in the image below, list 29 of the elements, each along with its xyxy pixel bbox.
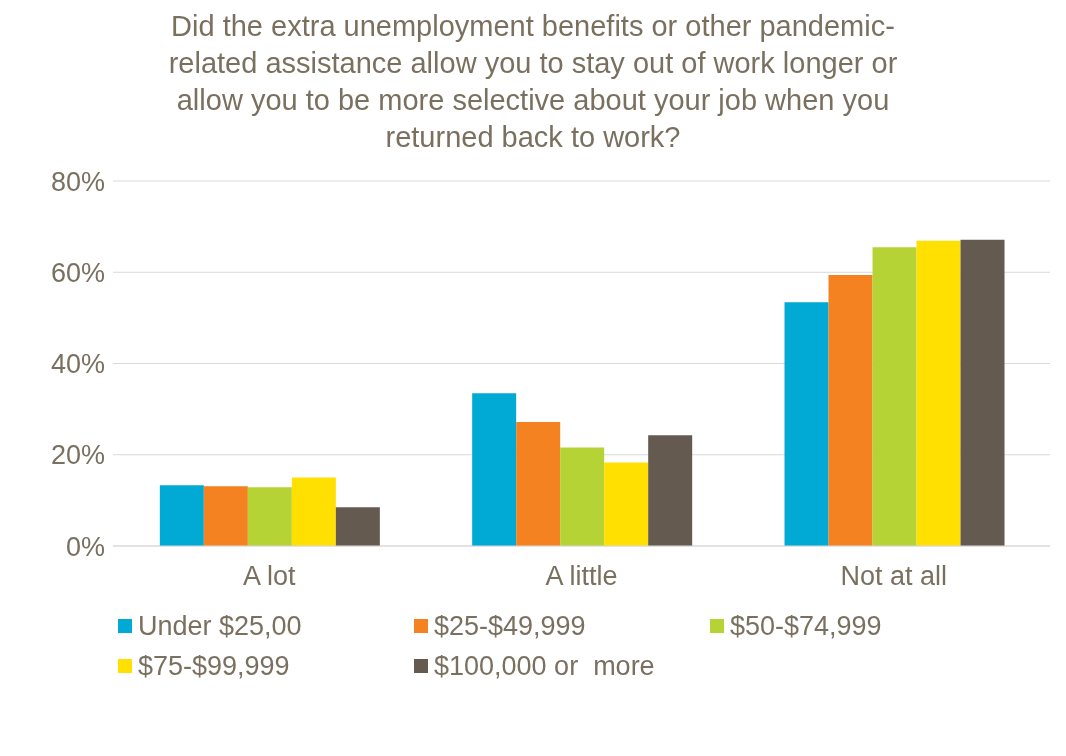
bar [784,302,829,546]
x-tick-label: A lot [242,561,296,592]
legend-label: $50-$74,999 [730,610,882,642]
legend-label: Under $25,00 [138,610,302,642]
bar [516,421,561,546]
y-tick-label: 40% [50,349,105,380]
bar [560,447,605,546]
bar [916,240,961,546]
bar [159,485,204,546]
bar [203,486,248,546]
legend-label: $75-$99,999 [138,650,290,682]
y-tick-label: 20% [50,440,105,471]
bar [604,462,649,546]
legend-label: $100,000 or more [434,650,655,682]
chart-title: Did the extra unemployment benefits or other pandemic-related assistance allow you to stay out of work longer or allow you to be more selective about your job when you returned back to work? [167,9,899,155]
bar [247,487,292,546]
y-tick-label: 0% [65,531,105,562]
x-tick-label: A little [545,561,618,592]
bar [960,239,1005,546]
bar [472,393,517,546]
bar [335,507,380,546]
legend-label: $25-$49,999 [434,610,586,642]
y-tick-label: 60% [50,257,105,288]
bar [291,477,336,546]
bar [872,247,917,546]
y-tick-label: 80% [50,166,105,197]
bar [648,435,693,546]
bar [828,274,873,546]
x-tick-label: Not at all [840,561,948,592]
